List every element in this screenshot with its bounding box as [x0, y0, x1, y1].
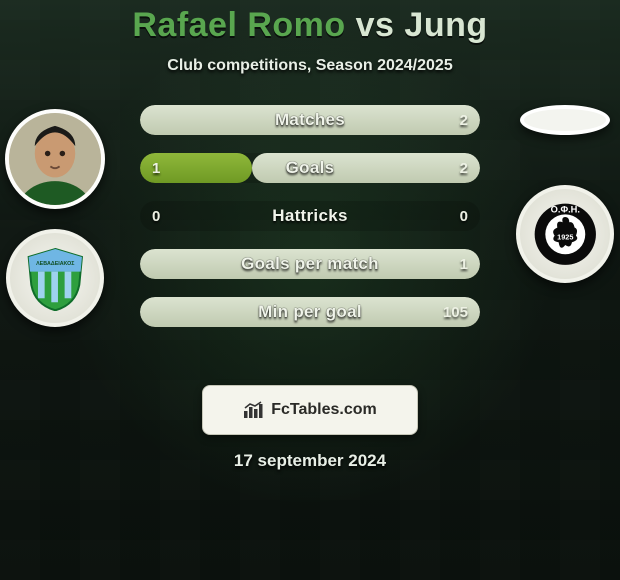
svg-text:1925: 1925: [557, 232, 573, 241]
player1-avatar: [5, 109, 105, 209]
stat-label: Hattricks: [140, 201, 480, 231]
title-player2: Jung: [404, 6, 487, 44]
stat-row: 12Goals: [140, 153, 480, 183]
date-text: 17 september 2024: [0, 451, 620, 471]
stat-row: 00Hattricks: [140, 201, 480, 231]
stat-row: 2Matches: [140, 105, 480, 135]
stat-row: 105Min per goal: [140, 297, 480, 327]
left-column: ΛΕΒΑΔΕΙΑΚΟΣ: [0, 105, 110, 365]
player1-avatar-icon: [9, 113, 101, 205]
ofi-crest-icon: 1925 Ο.Φ.Η.: [532, 201, 599, 268]
player2-club-badge: 1925 Ο.Φ.Η.: [516, 185, 614, 283]
svg-text:Ο.Φ.Η.: Ο.Φ.Η.: [550, 204, 579, 214]
chart-icon: [243, 401, 265, 419]
svg-text:ΛΕΒΑΔΕΙΑΚΟΣ: ΛΕΒΑΔΕΙΑΚΟΣ: [36, 261, 75, 267]
stat-label: Goals: [140, 153, 480, 183]
brand-badge[interactable]: FcTables.com: [202, 385, 418, 435]
levadiakos-crest-icon: ΛΕΒΑΔΕΙΑΚΟΣ: [22, 245, 89, 312]
card: Rafael Romo vs Jung Club competitions, S…: [0, 0, 620, 580]
title-vs: vs: [356, 6, 395, 44]
title-player1: Rafael Romo: [132, 6, 345, 44]
stat-row: 1Goals per match: [140, 249, 480, 279]
right-column: 1925 Ο.Φ.Η.: [510, 105, 620, 365]
page-title: Rafael Romo vs Jung: [0, 0, 620, 45]
subtitle: Club competitions, Season 2024/2025: [0, 57, 620, 75]
stat-rows: 2Matches 12Goals 00Hattricks 1Goals per mat…: [140, 105, 480, 327]
stat-label: Goals per match: [140, 249, 480, 279]
comparison-stage: ΛΕΒΑΔΕΙΑΚΟΣ 1925 Ο.Φ.Η. 2Matches 12Goals 0…: [0, 105, 620, 365]
stat-label: Matches: [140, 105, 480, 135]
stat-label: Min per goal: [140, 297, 480, 327]
player2-avatar: [520, 105, 610, 135]
player1-club-badge: ΛΕΒΑΔΕΙΑΚΟΣ: [6, 229, 104, 327]
brand-text: FcTables.com: [271, 401, 377, 419]
